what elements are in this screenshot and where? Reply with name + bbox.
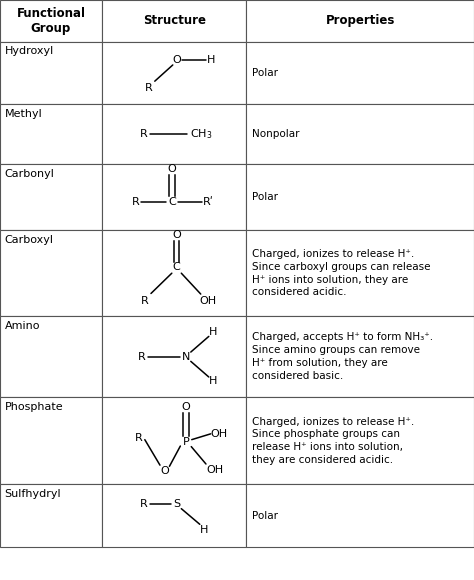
Text: Carboxyl: Carboxyl bbox=[5, 235, 54, 245]
Text: Nonpolar: Nonpolar bbox=[252, 129, 300, 139]
Bar bbox=[0, 484, 102, 547]
Text: CH$_3$: CH$_3$ bbox=[191, 128, 213, 141]
Text: OH: OH bbox=[210, 429, 228, 439]
Bar bbox=[102, 230, 246, 316]
Text: Polar: Polar bbox=[252, 68, 278, 78]
Bar bbox=[102, 42, 246, 104]
Bar bbox=[102, 484, 246, 547]
Bar bbox=[102, 397, 246, 484]
Bar bbox=[0, 164, 102, 230]
Bar bbox=[0, 0, 102, 42]
Bar bbox=[102, 164, 246, 230]
Text: Charged, accepts H⁺ to form NH₃⁺.
Since amino groups can remove
H⁺ from solution: Charged, accepts H⁺ to form NH₃⁺. Since … bbox=[252, 332, 433, 381]
Bar bbox=[246, 42, 474, 104]
Text: O: O bbox=[182, 402, 191, 412]
Text: O: O bbox=[172, 55, 181, 66]
Text: Sulfhydryl: Sulfhydryl bbox=[5, 489, 61, 499]
Text: R: R bbox=[145, 83, 153, 93]
Text: S: S bbox=[173, 499, 180, 509]
Text: O: O bbox=[172, 230, 181, 241]
Bar bbox=[246, 0, 474, 42]
Text: OH: OH bbox=[200, 296, 217, 306]
Text: Functional
Group: Functional Group bbox=[17, 7, 85, 35]
Text: Carbonyl: Carbonyl bbox=[5, 169, 55, 179]
Text: R: R bbox=[141, 296, 149, 306]
Bar bbox=[246, 104, 474, 164]
Text: C: C bbox=[168, 197, 176, 207]
Bar bbox=[246, 397, 474, 484]
Bar bbox=[0, 42, 102, 104]
Bar bbox=[0, 104, 102, 164]
Bar bbox=[0, 316, 102, 397]
Text: Methyl: Methyl bbox=[5, 109, 43, 119]
Text: N: N bbox=[182, 351, 190, 362]
Text: R: R bbox=[138, 351, 146, 362]
Text: R: R bbox=[131, 197, 139, 207]
Text: OH: OH bbox=[206, 465, 223, 475]
Bar bbox=[246, 484, 474, 547]
Text: R: R bbox=[135, 433, 143, 443]
Bar bbox=[0, 230, 102, 316]
Text: R: R bbox=[139, 499, 147, 509]
Text: Hydroxyl: Hydroxyl bbox=[5, 46, 54, 56]
Text: Charged, ionizes to release H⁺.
Since carboxyl groups can release
H⁺ ions into s: Charged, ionizes to release H⁺. Since ca… bbox=[252, 249, 431, 298]
Text: H: H bbox=[209, 327, 217, 338]
Bar bbox=[246, 316, 474, 397]
Text: R: R bbox=[139, 129, 147, 139]
Text: C: C bbox=[173, 262, 181, 273]
Bar bbox=[102, 0, 246, 42]
Text: P: P bbox=[182, 437, 190, 447]
Text: H: H bbox=[209, 376, 217, 386]
Bar bbox=[246, 230, 474, 316]
Text: Charged, ionizes to release H⁺.
Since phosphate groups can
release H⁺ ions into : Charged, ionizes to release H⁺. Since ph… bbox=[252, 416, 414, 465]
Text: O: O bbox=[167, 164, 176, 175]
Text: H: H bbox=[207, 55, 215, 66]
Text: Polar: Polar bbox=[252, 192, 278, 202]
Text: Polar: Polar bbox=[252, 510, 278, 521]
Bar bbox=[102, 316, 246, 397]
Bar bbox=[0, 397, 102, 484]
Text: Phosphate: Phosphate bbox=[5, 402, 64, 412]
Text: O: O bbox=[160, 466, 169, 476]
Text: Structure: Structure bbox=[143, 14, 206, 27]
Text: H: H bbox=[200, 525, 208, 535]
Bar bbox=[246, 164, 474, 230]
Text: Amino: Amino bbox=[5, 321, 40, 331]
Text: Rʹ: Rʹ bbox=[203, 197, 214, 207]
Bar bbox=[102, 104, 246, 164]
Text: Properties: Properties bbox=[326, 14, 395, 27]
